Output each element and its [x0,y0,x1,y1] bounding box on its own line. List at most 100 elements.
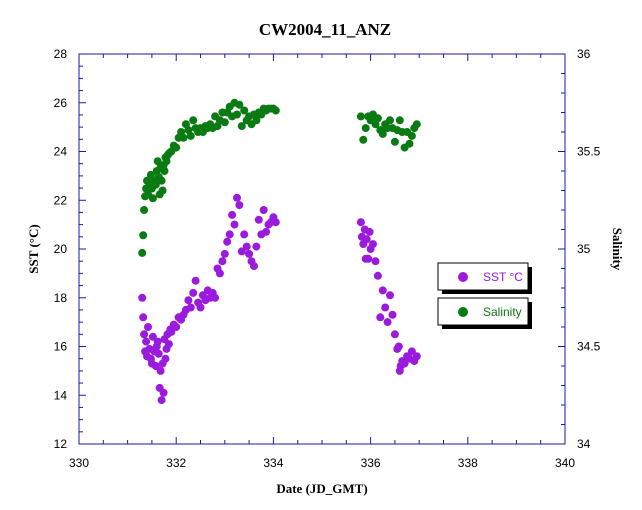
x-tick-label: 338 [458,456,478,470]
data-point [228,210,237,219]
data-point [254,215,263,224]
data-point [140,206,149,214]
y2-tick-label: 35.5 [577,145,601,159]
data-point [220,118,229,127]
y-axis-label: SST (°C) [26,224,41,273]
data-point [362,235,371,244]
data-point [138,248,147,257]
y2-tick-label: 36 [577,47,591,61]
data-point [179,133,188,142]
axis-ticks [78,53,566,445]
data-point [189,116,198,125]
y2-tick-label: 34.5 [577,340,601,354]
data-point [240,106,249,115]
legend-entry-sst: SST °C [437,262,532,294]
data-point [211,293,220,302]
data-point [186,131,195,140]
data-point [196,303,205,312]
data-point [218,257,227,266]
data-point [262,227,271,236]
data-point [271,106,280,115]
y-tick-label: 12 [54,437,68,451]
data-point [225,230,234,239]
plot-frame [78,53,566,445]
data-point [161,354,170,363]
data-point [365,227,374,236]
data-point [390,330,399,339]
data-point [139,231,148,240]
data-point [153,337,162,346]
data-point [381,303,390,312]
x-tick-label: 334 [263,456,283,470]
data-point [223,237,232,246]
data-point [230,220,239,229]
y2-axis-label: Salinity [610,228,625,271]
legend-label-sst: SST °C [483,270,523,284]
data-point [160,167,169,175]
x-tick-label: 330 [69,456,89,470]
data-point [245,249,254,258]
data-point [250,262,258,271]
tick-labels: 330 332 334 336 338 340 12 14 16 18 20 22 24 26 28 34 34… [54,47,601,470]
data-point [144,323,152,331]
data-point [220,249,229,258]
data-point [407,131,416,140]
data-point [356,218,365,227]
legend-box [437,297,529,326]
data-point [405,139,414,148]
legend-box [437,262,529,291]
data-point [400,359,409,368]
data-point [378,129,387,138]
data-point [383,318,392,327]
data-point [386,116,394,125]
data-point [164,340,173,349]
data-point [252,116,261,125]
data-point [140,330,149,339]
y-tick-label: 26 [54,96,68,110]
y-tick-label: 16 [54,340,68,354]
data-point [259,206,268,214]
y2-tick-label: 34 [577,437,591,451]
data-point [412,352,421,361]
data-point [359,135,368,144]
data-point [237,247,246,256]
data-point [252,242,261,251]
data-point [356,112,365,121]
data-point [184,296,193,305]
data-point [235,201,244,210]
data-point [237,122,246,131]
data-point [369,240,377,249]
data-point [153,157,162,166]
y-tick-label: 28 [54,47,68,61]
data-point [373,114,382,123]
series-salinity [138,98,421,257]
data-point [373,271,382,280]
legend-marker-salinity [458,307,468,317]
data-points [138,98,421,405]
x-tick-label: 340 [555,456,575,470]
data-point [388,310,397,319]
data-point [138,293,147,302]
y-tick-label: 24 [54,145,68,159]
data-point [159,388,168,397]
data-point [154,349,163,358]
data-point [364,254,373,263]
data-point [240,230,249,239]
data-point [390,137,399,146]
data-point [148,194,157,203]
legend-entry-salinity: Salinity [437,297,532,329]
data-point [189,288,198,297]
x-tick-label: 332 [166,456,186,470]
data-point [371,257,380,266]
data-point [412,120,421,129]
chart-title: CW2004_11_ANZ [259,20,391,39]
y-tick-label: 14 [54,388,68,402]
data-point [271,218,280,227]
legend-label-salinity: Salinity [483,305,522,319]
data-point [151,180,160,189]
data-point [233,110,241,119]
data-point [158,186,167,195]
data-point [215,269,224,278]
data-point [394,342,403,351]
